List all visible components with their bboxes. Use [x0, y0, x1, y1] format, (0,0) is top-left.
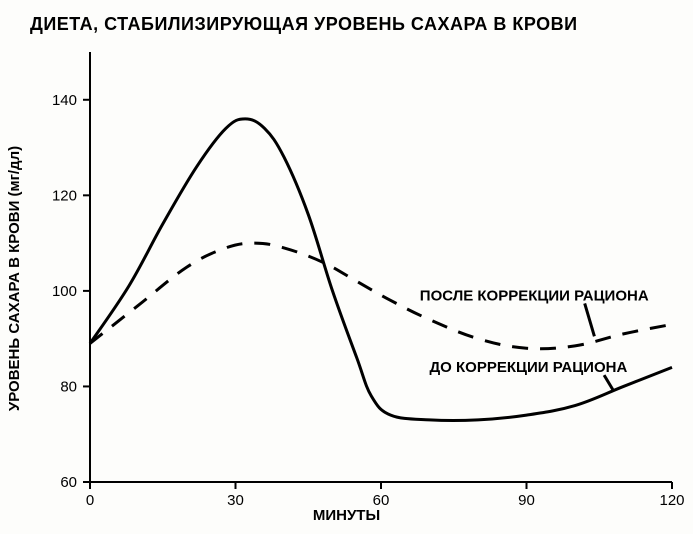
y-tick-label: 120: [52, 187, 77, 204]
x-tick-label: 0: [86, 492, 94, 509]
x-tick-label: 120: [659, 492, 684, 509]
y-tick-label: 140: [52, 92, 77, 109]
x-tick-label: 90: [518, 492, 535, 509]
y-tick-label: 80: [60, 378, 77, 395]
x-tick-label: 60: [373, 492, 390, 509]
annotation-after: ПОСЛЕ КОРРЕКЦИИ РАЦИОНА: [420, 287, 649, 304]
annotation-before: ДО КОРРЕКЦИИ РАЦИОНА: [430, 359, 628, 376]
axes: [90, 52, 672, 482]
y-tick-label: 60: [60, 474, 77, 491]
y-tick-label: 100: [52, 283, 77, 300]
x-tick-label: 30: [227, 492, 244, 509]
annotation-leader-after: [585, 303, 595, 336]
annotation-leader-before: [604, 375, 614, 391]
chart-svg: 60 80 100 120 140 0 30 60 90 120 ПОСЛЕ КОРРЕКЦИИ …: [0, 0, 693, 534]
chart-container: { "title": "ДИЕТА, СТАБИЛИЗИРУЮЩАЯ УРОВЕ…: [0, 0, 693, 534]
